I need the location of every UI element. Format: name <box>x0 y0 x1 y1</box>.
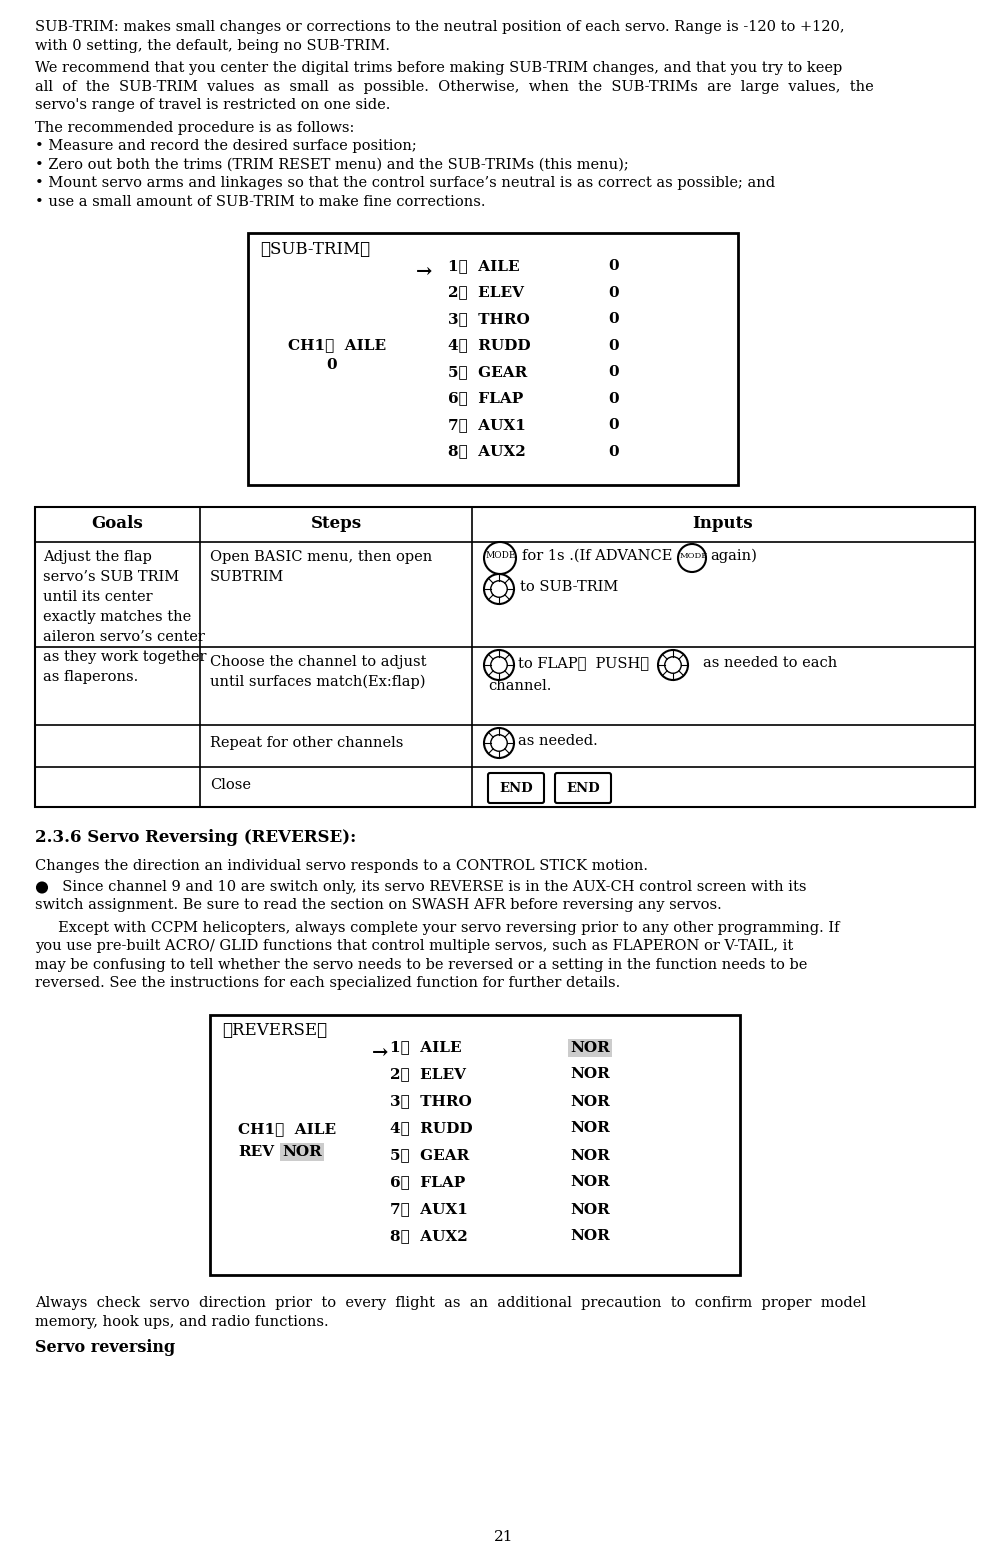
Text: NOR: NOR <box>570 1121 610 1135</box>
Text: →: → <box>372 1044 388 1063</box>
Text: Repeat for other channels: Repeat for other channels <box>210 736 403 750</box>
Text: 0: 0 <box>326 358 337 372</box>
Text: NOR: NOR <box>570 1067 610 1081</box>
Text: • Measure and record the desired surface position;: • Measure and record the desired surface… <box>35 139 416 153</box>
Text: 2：  ELEV: 2： ELEV <box>448 285 524 299</box>
Text: 6：  FLAP: 6： FLAP <box>390 1176 466 1190</box>
Text: 4：  RUDD: 4： RUDD <box>448 339 530 353</box>
Text: →: → <box>416 263 432 280</box>
Text: MODE: MODE <box>680 551 709 561</box>
Text: SUB-TRIM: makes small changes or corrections to the neutral position of each ser: SUB-TRIM: makes small changes or correct… <box>35 20 845 34</box>
Text: 2.3.6 Servo Reversing (REVERSE):: 2.3.6 Servo Reversing (REVERSE): <box>35 829 356 846</box>
Text: 3：  THRO: 3： THRO <box>448 311 530 325</box>
Text: 2：  ELEV: 2： ELEV <box>390 1067 466 1081</box>
Text: 0: 0 <box>608 285 619 299</box>
Text: Always  check  servo  direction  prior  to  every  flight  as  an  additional  p: Always check servo direction prior to ev… <box>35 1297 866 1310</box>
Text: channel.: channel. <box>488 678 551 692</box>
Text: again): again) <box>710 548 757 564</box>
Text: • Zero out both the trims (TRIM RESET menu) and the SUB-TRIMs (this menu);: • Zero out both the trims (TRIM RESET me… <box>35 158 629 172</box>
Text: for 1s .(If ADVANCE: for 1s .(If ADVANCE <box>522 548 677 562</box>
Text: MODE: MODE <box>486 551 516 561</box>
Text: NOR: NOR <box>570 1202 610 1216</box>
Text: END: END <box>566 782 600 795</box>
Text: CH1：  AILE: CH1： AILE <box>238 1123 336 1137</box>
Text: Goals: Goals <box>91 514 143 531</box>
FancyBboxPatch shape <box>488 773 544 802</box>
Text: 3：  THRO: 3： THRO <box>390 1095 472 1109</box>
Text: CH1：  AILE: CH1： AILE <box>288 338 386 352</box>
Text: 0: 0 <box>608 366 619 380</box>
Text: 5：  GEAR: 5： GEAR <box>448 366 527 380</box>
Text: as needed to each: as needed to each <box>703 655 838 671</box>
Text: 0: 0 <box>608 392 619 406</box>
Text: 21: 21 <box>494 1530 514 1544</box>
Text: Except with CCPM helicopters, always complete your servo reversing prior to any : Except with CCPM helicopters, always com… <box>35 920 840 934</box>
Text: may be confusing to tell whether the servo needs to be reversed or a setting in : may be confusing to tell whether the ser… <box>35 957 807 971</box>
Bar <box>568 1038 612 1056</box>
Text: 【SUB-TRIM】: 【SUB-TRIM】 <box>260 242 370 259</box>
Text: 0: 0 <box>608 418 619 432</box>
Text: 7：  AUX1: 7： AUX1 <box>448 418 526 432</box>
Bar <box>35 507 975 807</box>
Text: Servo reversing: Servo reversing <box>35 1340 175 1357</box>
Text: switch assignment. Be sure to read the section on SWASH AFR before reversing any: switch assignment. Be sure to read the s… <box>35 898 722 912</box>
Text: Close: Close <box>210 778 251 792</box>
Text: Steps: Steps <box>310 514 362 531</box>
FancyBboxPatch shape <box>555 773 611 802</box>
Text: REV: REV <box>238 1145 274 1159</box>
Text: 0: 0 <box>608 311 619 325</box>
Bar <box>210 1015 740 1275</box>
Text: NOR: NOR <box>282 1145 322 1159</box>
Circle shape <box>37 883 47 892</box>
Text: with 0 setting, the default, being no SUB-TRIM.: with 0 setting, the default, being no SU… <box>35 39 390 53</box>
Text: 1：  AILE: 1： AILE <box>390 1041 462 1055</box>
Text: • use a small amount of SUB-TRIM to make fine corrections.: • use a small amount of SUB-TRIM to make… <box>35 195 486 209</box>
Text: memory, hook ups, and radio functions.: memory, hook ups, and radio functions. <box>35 1315 329 1329</box>
Text: • Mount servo arms and linkages so that the control surface’s neutral is as corr: • Mount servo arms and linkages so that … <box>35 177 775 191</box>
Text: NOR: NOR <box>570 1148 610 1162</box>
Text: 8：  AUX2: 8： AUX2 <box>448 445 526 459</box>
Text: 4：  RUDD: 4： RUDD <box>390 1121 473 1135</box>
Text: 0: 0 <box>608 339 619 353</box>
Text: Open BASIC menu, then open
SUBTRIM: Open BASIC menu, then open SUBTRIM <box>210 550 432 584</box>
Text: NOR: NOR <box>570 1230 610 1244</box>
Text: all  of  the  SUB-TRIM  values  as  small  as  possible.  Otherwise,  when  the : all of the SUB-TRIM values as small as p… <box>35 79 874 93</box>
Text: Since channel 9 and 10 are switch only, its servo REVERSE is in the AUX-CH contr: Since channel 9 and 10 are switch only, … <box>53 880 806 894</box>
Text: NOR: NOR <box>570 1041 610 1055</box>
Text: END: END <box>499 782 533 795</box>
Text: 0: 0 <box>608 445 619 459</box>
Text: 0: 0 <box>608 259 619 273</box>
Text: reversed. See the instructions for each specialized function for further details: reversed. See the instructions for each … <box>35 976 620 990</box>
Text: 8：  AUX2: 8： AUX2 <box>390 1230 468 1244</box>
Bar <box>248 232 738 485</box>
Text: 5：  GEAR: 5： GEAR <box>390 1148 470 1162</box>
Text: Choose the channel to adjust
until surfaces match(Ex:flap): Choose the channel to adjust until surfa… <box>210 655 426 689</box>
Text: 【REVERSE】: 【REVERSE】 <box>222 1022 328 1039</box>
Text: Inputs: Inputs <box>692 514 753 531</box>
Text: to FLAP，  PUSH，: to FLAP， PUSH， <box>518 655 653 671</box>
Text: 6：  FLAP: 6： FLAP <box>448 392 523 406</box>
Text: you use pre-built ACRO/ GLID functions that control multiple servos, such as FLA: you use pre-built ACRO/ GLID functions t… <box>35 939 793 953</box>
Text: We recommend that you center the digital trims before making SUB-TRIM changes, a: We recommend that you center the digital… <box>35 60 843 74</box>
Text: as needed.: as needed. <box>518 734 598 748</box>
Text: NOR: NOR <box>570 1176 610 1190</box>
Bar <box>280 1143 324 1160</box>
Text: NOR: NOR <box>570 1095 610 1109</box>
Text: to SUB-TRIM: to SUB-TRIM <box>520 579 618 593</box>
Text: Adjust the flap
servo’s SUB TRIM
until its center
exactly matches the
aileron se: Adjust the flap servo’s SUB TRIM until i… <box>43 550 207 685</box>
Text: Changes the direction an individual servo responds to a CONTROL STICK motion.: Changes the direction an individual serv… <box>35 860 648 874</box>
Text: The recommended procedure is as follows:: The recommended procedure is as follows: <box>35 121 355 135</box>
Text: servo's range of travel is restricted on one side.: servo's range of travel is restricted on… <box>35 98 390 112</box>
Text: 1：  AILE: 1： AILE <box>448 259 520 273</box>
Text: 7：  AUX1: 7： AUX1 <box>390 1202 468 1216</box>
